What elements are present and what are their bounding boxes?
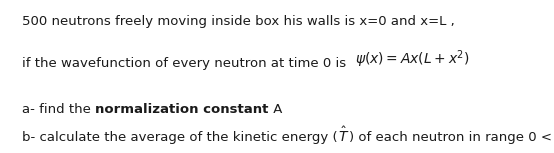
Text: $\psi(x) = Ax(L + x^2)$: $\psi(x) = Ax(L + x^2)$	[355, 49, 470, 70]
Text: ) of each neutron in range 0 < x < L at time 0: ) of each neutron in range 0 < x < L at …	[349, 131, 554, 144]
Text: $\hat{T}$: $\hat{T}$	[338, 126, 349, 145]
Text: a- find the: a- find the	[22, 103, 95, 116]
Text: 500 neutrons freely moving inside box his walls is x=0 and x=L ,: 500 neutrons freely moving inside box hi…	[22, 15, 455, 28]
Text: A: A	[269, 103, 282, 116]
Text: b- calculate the average of the kinetic energy (: b- calculate the average of the kinetic …	[22, 131, 338, 144]
Text: if the wavefunction of every neutron at time 0 is: if the wavefunction of every neutron at …	[22, 57, 355, 70]
Text: normalization constant: normalization constant	[95, 103, 269, 116]
